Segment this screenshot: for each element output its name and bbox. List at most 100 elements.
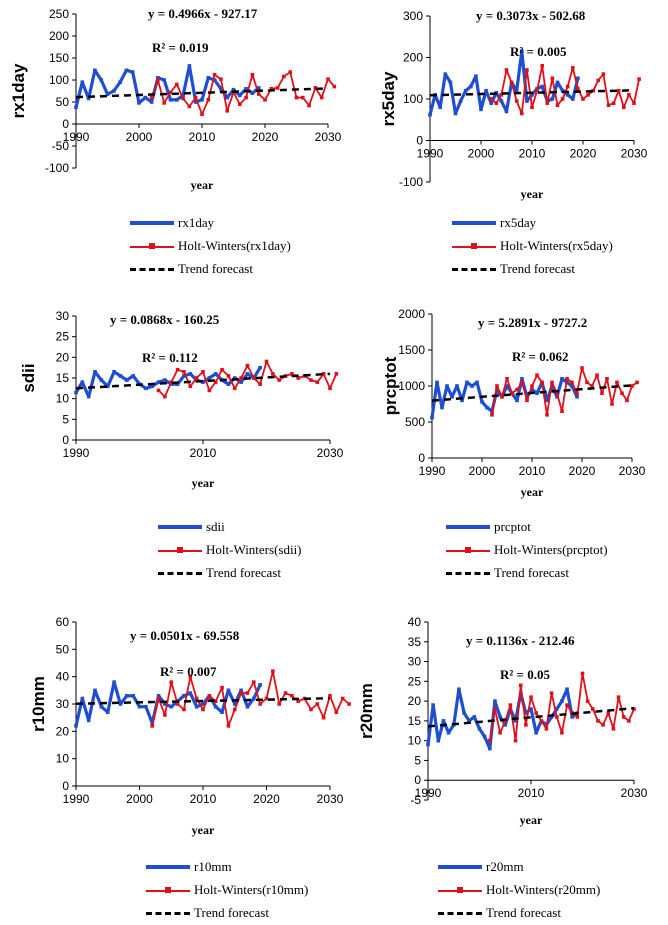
holt-winters-point bbox=[169, 680, 174, 684]
holt-winters-point bbox=[625, 398, 629, 403]
observed-point bbox=[175, 382, 180, 386]
holt-winters-point bbox=[163, 394, 167, 399]
observed-point bbox=[535, 391, 539, 395]
observed-point bbox=[469, 84, 473, 89]
holt-winters-point bbox=[294, 95, 299, 100]
trend-equation: y = 5.2891x - 9727.2 bbox=[478, 315, 587, 330]
x-tick-label: 2030 bbox=[619, 464, 646, 478]
observed-point bbox=[455, 384, 459, 388]
holt-winters-point bbox=[510, 391, 514, 395]
holt-winters-point bbox=[549, 691, 554, 695]
observed-point bbox=[555, 80, 560, 85]
observed-point bbox=[530, 387, 534, 392]
observed-point bbox=[488, 746, 492, 751]
holt-winters-point bbox=[181, 96, 185, 101]
holt-winters-point bbox=[616, 88, 621, 93]
holt-winters-point bbox=[621, 715, 626, 719]
holt-winters-point bbox=[513, 738, 518, 743]
observed-point bbox=[575, 395, 579, 399]
observed-point bbox=[520, 49, 524, 54]
x-tick-label: 2010 bbox=[518, 786, 545, 800]
holt-winters-point bbox=[595, 373, 599, 377]
x-tick-label: 1990 bbox=[63, 130, 90, 144]
holt-winters-point bbox=[575, 391, 579, 395]
holt-winters-point bbox=[489, 97, 493, 101]
legend-marker bbox=[177, 547, 183, 553]
y-axis-label: sdii bbox=[19, 363, 38, 392]
observed-series-line bbox=[428, 49, 580, 116]
holt-winters-point bbox=[258, 382, 262, 386]
observed-point bbox=[239, 688, 243, 693]
y-tick-label: 0 bbox=[414, 773, 421, 787]
observed-point bbox=[470, 384, 474, 388]
observed-point bbox=[445, 384, 449, 388]
observed-point bbox=[435, 380, 439, 385]
x-tick-label: 2010 bbox=[519, 464, 546, 478]
holt-winters-point bbox=[488, 738, 492, 743]
holt-winters-point bbox=[175, 702, 180, 706]
legend-swatch bbox=[446, 525, 490, 529]
holt-winters-point bbox=[514, 99, 519, 103]
x-tick-label: 2010 bbox=[190, 446, 217, 460]
holt-winters-point bbox=[252, 680, 256, 684]
y-tick-label: 300 bbox=[403, 9, 423, 23]
observed-point bbox=[540, 84, 544, 89]
observed-point bbox=[441, 719, 446, 723]
holt-winters-point bbox=[212, 72, 217, 77]
y-tick-label: 1000 bbox=[398, 379, 425, 393]
observed-point bbox=[74, 390, 78, 395]
observed-point bbox=[465, 380, 469, 385]
observed-point bbox=[431, 703, 435, 707]
observed-point bbox=[482, 734, 487, 739]
observed-point bbox=[105, 92, 110, 96]
holt-winters-point bbox=[250, 72, 255, 77]
holt-winters-point bbox=[591, 88, 595, 93]
observed-point bbox=[534, 730, 538, 735]
observed-point bbox=[200, 98, 204, 102]
holt-winters-point bbox=[529, 695, 533, 699]
observed-point bbox=[181, 93, 185, 98]
observed-point bbox=[450, 395, 454, 399]
y-tick-label: 60 bbox=[56, 615, 70, 629]
legend-swatch bbox=[158, 572, 202, 575]
y-axis-label: rx5day bbox=[379, 71, 398, 126]
observed-point bbox=[484, 88, 488, 93]
observed-point bbox=[477, 727, 482, 731]
holt-winters-point bbox=[220, 685, 224, 690]
y-tick-label: -100 bbox=[45, 161, 69, 175]
observed-point bbox=[149, 100, 154, 104]
holt-winters-point bbox=[585, 699, 590, 703]
holt-winters-point bbox=[535, 88, 539, 93]
x-tick-label: 2000 bbox=[468, 147, 495, 161]
observed-point bbox=[105, 710, 110, 714]
r-squared: R² = 0.112 bbox=[142, 350, 198, 365]
holt-winters-point bbox=[194, 376, 199, 380]
holt-winters-point bbox=[505, 377, 509, 381]
observed-point bbox=[80, 80, 85, 84]
holt-winters-series-line bbox=[488, 672, 635, 742]
observed-point bbox=[576, 76, 580, 81]
legend-swatch bbox=[130, 268, 174, 271]
observed-point bbox=[156, 694, 161, 698]
y-tick-label: 10 bbox=[408, 734, 422, 748]
observed-point bbox=[99, 378, 104, 382]
observed-point bbox=[525, 395, 529, 399]
holt-winters-point bbox=[277, 378, 281, 382]
holt-winters-point bbox=[290, 372, 294, 376]
observed-point bbox=[428, 112, 432, 117]
holt-winters-point bbox=[508, 703, 513, 707]
holt-winters-point bbox=[182, 370, 186, 374]
y-tick-label: -50 bbox=[52, 139, 70, 153]
observed-point bbox=[493, 699, 497, 703]
chart-panel-sdii: 30 25 20 15 10 5 0 1990 2010 2030 y = 0.0868x - 16… bbox=[0, 306, 344, 612]
holt-winters-point bbox=[201, 707, 205, 712]
observed-point bbox=[131, 694, 135, 698]
observed-point bbox=[175, 98, 179, 102]
holt-winters-point bbox=[611, 101, 616, 105]
observed-point bbox=[513, 719, 518, 723]
trend-equation: y = 0.3073x - 502.68 bbox=[476, 8, 586, 23]
observed-point bbox=[545, 398, 549, 403]
holt-winters-point bbox=[162, 101, 166, 105]
holt-winters-point bbox=[555, 103, 560, 108]
holt-winters-point bbox=[627, 719, 631, 723]
